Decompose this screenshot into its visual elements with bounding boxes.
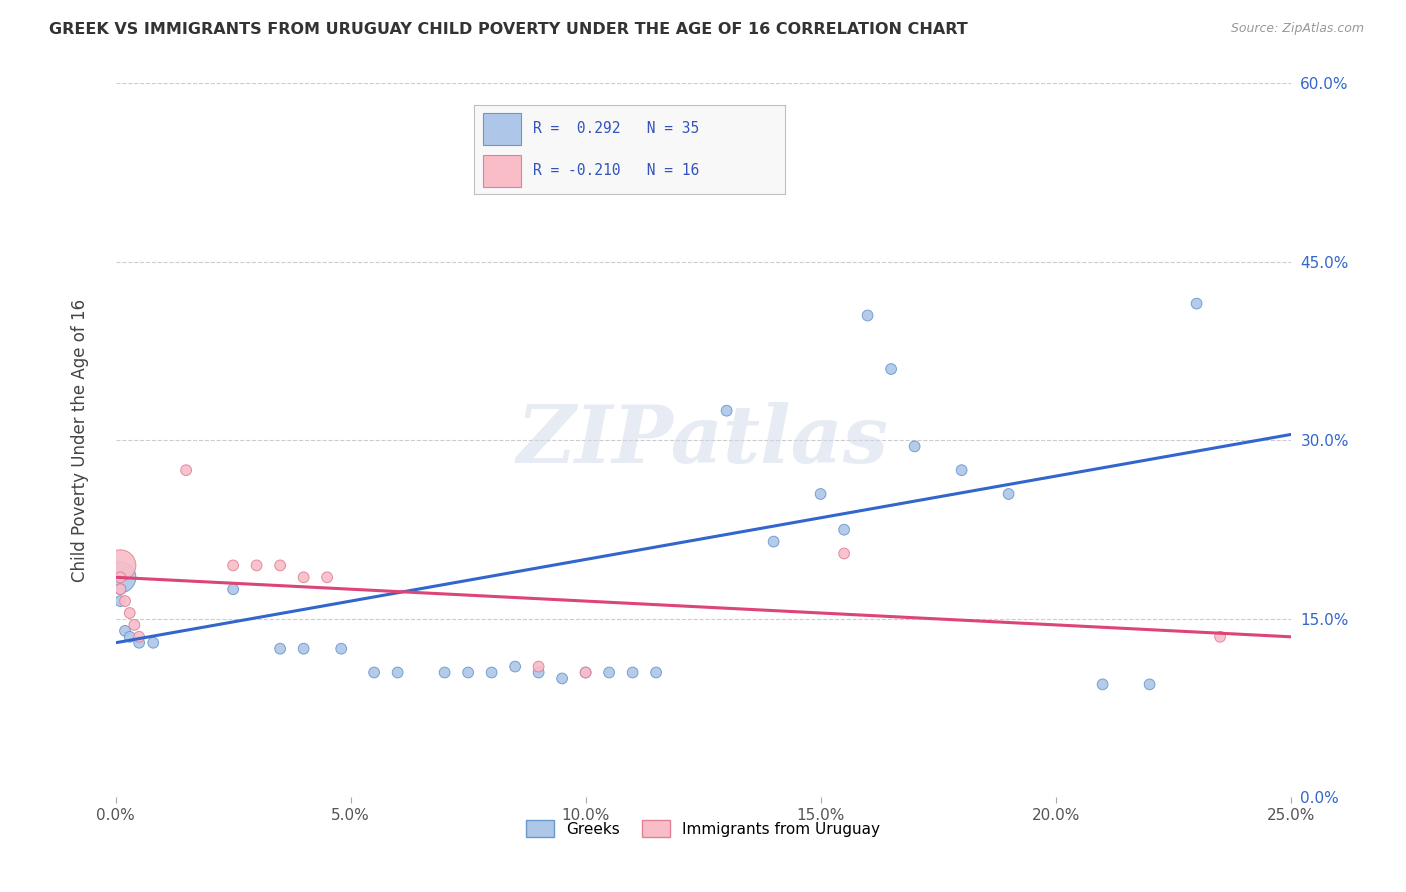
Point — [598, 665, 620, 680]
Point — [110, 582, 132, 597]
Point — [527, 665, 550, 680]
Point — [1209, 630, 1232, 644]
Point — [118, 606, 141, 620]
Text: Source: ZipAtlas.com: Source: ZipAtlas.com — [1230, 22, 1364, 36]
Point — [762, 534, 785, 549]
Point — [330, 641, 353, 656]
Y-axis label: Child Poverty Under the Age of 16: Child Poverty Under the Age of 16 — [72, 299, 89, 582]
Point — [433, 665, 456, 680]
Point — [269, 558, 291, 573]
Point — [481, 665, 503, 680]
Point — [1185, 296, 1208, 310]
Point — [142, 636, 165, 650]
Point — [363, 665, 385, 680]
Point — [856, 309, 879, 323]
Point — [118, 630, 141, 644]
Point — [128, 630, 150, 644]
Point — [1139, 677, 1161, 691]
Point — [128, 636, 150, 650]
Point — [621, 665, 644, 680]
Legend: Greeks, Immigrants from Uruguay: Greeks, Immigrants from Uruguay — [520, 814, 886, 843]
Point — [222, 558, 245, 573]
Point — [292, 641, 315, 656]
Point — [950, 463, 973, 477]
Point — [292, 570, 315, 584]
Point — [387, 665, 409, 680]
Point — [832, 547, 855, 561]
Text: GREEK VS IMMIGRANTS FROM URUGUAY CHILD POVERTY UNDER THE AGE OF 16 CORRELATION C: GREEK VS IMMIGRANTS FROM URUGUAY CHILD P… — [49, 22, 967, 37]
Point — [527, 659, 550, 673]
Point — [575, 665, 598, 680]
Text: ZIPatlas: ZIPatlas — [517, 401, 889, 479]
Point — [269, 641, 291, 656]
Point — [904, 439, 927, 453]
Point — [457, 665, 479, 680]
Point — [110, 594, 132, 608]
Point — [575, 665, 598, 680]
Point — [1091, 677, 1114, 691]
Point — [110, 570, 132, 584]
Point — [503, 659, 526, 673]
Point — [880, 362, 903, 376]
Point — [110, 558, 132, 573]
Point — [997, 487, 1019, 501]
Point — [645, 665, 668, 680]
Point — [110, 570, 132, 584]
Point — [832, 523, 855, 537]
Point — [810, 487, 832, 501]
Point — [551, 672, 574, 686]
Point — [222, 582, 245, 597]
Point — [716, 403, 738, 417]
Point — [246, 558, 269, 573]
Point — [316, 570, 339, 584]
Point — [110, 582, 132, 597]
Point — [114, 624, 136, 638]
Point — [124, 618, 146, 632]
Point — [174, 463, 197, 477]
Point — [114, 594, 136, 608]
